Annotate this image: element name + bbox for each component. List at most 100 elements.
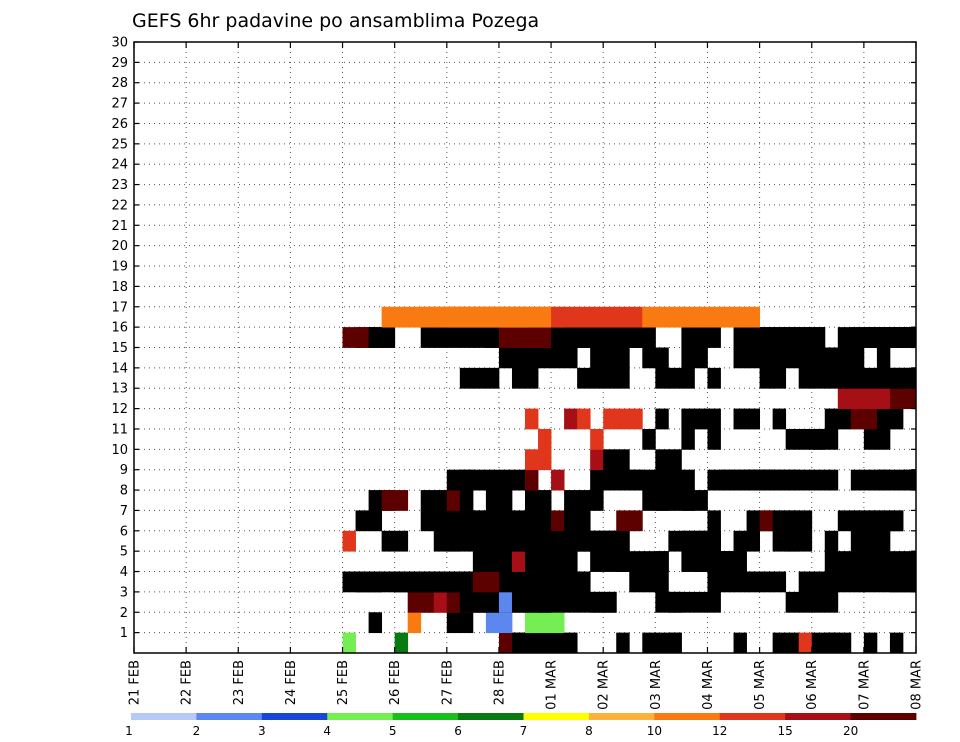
x-tick-label: 04 MAR bbox=[701, 660, 716, 710]
precip-cell bbox=[824, 469, 839, 491]
legend-swatch bbox=[588, 713, 655, 720]
precip-cell bbox=[616, 551, 630, 572]
legend-swatch bbox=[719, 713, 786, 720]
precip-cell bbox=[681, 428, 695, 450]
precip-cell bbox=[459, 490, 474, 511]
precip-cell bbox=[485, 551, 500, 572]
precip-cell bbox=[668, 367, 682, 389]
precip-cell bbox=[590, 551, 604, 572]
precip-cell bbox=[785, 347, 800, 369]
precip-cell bbox=[629, 327, 656, 348]
x-tick-label: 23 FEB bbox=[232, 660, 247, 705]
precip-cell bbox=[733, 632, 747, 654]
precip-cell bbox=[629, 469, 656, 491]
precip-cell bbox=[681, 469, 695, 491]
precip-cell bbox=[368, 612, 383, 634]
x-tick-label: 01 MAR bbox=[545, 660, 560, 710]
precip-cell bbox=[525, 469, 539, 491]
precip-cell bbox=[485, 367, 500, 389]
precip-cell bbox=[811, 591, 826, 613]
precip-cell bbox=[694, 347, 708, 369]
precip-cell bbox=[772, 632, 787, 654]
x-tick-label: 02 MAR bbox=[597, 660, 612, 710]
legend-label: 6 bbox=[454, 724, 462, 738]
precip-cell bbox=[577, 571, 591, 593]
precip-cell bbox=[616, 530, 630, 552]
precip-cell bbox=[342, 530, 356, 552]
precip-cell bbox=[459, 591, 487, 613]
precip-cell bbox=[902, 571, 917, 593]
precip-cell bbox=[720, 551, 734, 572]
precip-cell bbox=[733, 306, 747, 328]
precip-cell bbox=[511, 571, 578, 593]
precip-cell bbox=[824, 632, 839, 654]
precip-cell bbox=[525, 510, 539, 532]
precip-cell bbox=[498, 530, 513, 552]
precip-cell bbox=[525, 612, 565, 634]
precip-cell bbox=[772, 367, 787, 389]
y-tick-label: 23 bbox=[111, 178, 128, 193]
precip-cell bbox=[824, 347, 839, 369]
y-tick-label: 2 bbox=[120, 606, 128, 621]
precip-cell bbox=[368, 327, 383, 348]
precip-cell bbox=[472, 530, 487, 552]
precip-cell bbox=[511, 367, 526, 389]
precip-cell bbox=[850, 408, 865, 430]
precip-cell bbox=[681, 367, 695, 389]
precip-cell bbox=[577, 367, 604, 389]
precip-cell bbox=[420, 490, 435, 511]
y-tick-label: 15 bbox=[111, 341, 128, 356]
precip-cell bbox=[655, 551, 669, 572]
precip-cell bbox=[551, 510, 565, 532]
precip-cell bbox=[642, 428, 656, 450]
precip-cell bbox=[876, 428, 891, 450]
precip-cell bbox=[707, 408, 721, 430]
precip-cell bbox=[902, 327, 917, 348]
precip-cell bbox=[785, 530, 800, 552]
precip-cell bbox=[655, 367, 669, 389]
precip-cell bbox=[590, 347, 604, 369]
precip-cell bbox=[394, 571, 409, 593]
x-tick-label: 21 FEB bbox=[128, 660, 143, 705]
legend-swatch bbox=[850, 713, 917, 720]
x-tick-label: 07 MAR bbox=[857, 660, 872, 710]
precip-cell bbox=[564, 551, 578, 572]
x-tick-label: 24 FEB bbox=[284, 660, 299, 705]
legend-label: 3 bbox=[258, 724, 266, 738]
y-tick-label: 22 bbox=[111, 198, 128, 213]
legend-swatch bbox=[261, 713, 328, 720]
precip-cell bbox=[655, 408, 669, 430]
precip-cell bbox=[381, 530, 396, 552]
precip-cell bbox=[498, 490, 513, 511]
precip-cell bbox=[824, 551, 839, 572]
x-tick-label: 28 FEB bbox=[492, 660, 507, 705]
precip-cell bbox=[759, 469, 774, 491]
y-tick-label: 28 bbox=[111, 76, 128, 91]
precip-cell bbox=[889, 551, 904, 572]
precip-cell bbox=[433, 490, 448, 511]
precip-cell bbox=[590, 591, 617, 613]
precip-cell bbox=[694, 327, 708, 348]
precip-cell bbox=[655, 469, 669, 491]
legend-label: 5 bbox=[389, 724, 397, 738]
y-tick-label: 1 bbox=[120, 626, 128, 641]
y-tick-label: 7 bbox=[120, 504, 128, 519]
legend-label: 8 bbox=[585, 724, 593, 738]
precip-cell bbox=[785, 469, 800, 491]
precip-cell bbox=[629, 306, 643, 328]
precip-cell bbox=[459, 469, 487, 491]
precip-cell bbox=[381, 490, 409, 511]
precip-cell bbox=[525, 367, 539, 389]
precip-cell bbox=[511, 510, 526, 532]
precip-cell bbox=[603, 347, 617, 369]
precip-cell bbox=[472, 571, 500, 593]
x-tick-label: 26 FEB bbox=[388, 660, 403, 705]
y-tick-label: 9 bbox=[120, 463, 128, 478]
precip-cell bbox=[720, 306, 734, 328]
precip-cell bbox=[863, 428, 878, 450]
precip-cell bbox=[498, 347, 513, 369]
y-tick-label: 8 bbox=[120, 484, 128, 499]
precip-cell bbox=[746, 408, 760, 430]
precip-cell bbox=[498, 510, 513, 532]
precip-cell bbox=[759, 347, 774, 369]
